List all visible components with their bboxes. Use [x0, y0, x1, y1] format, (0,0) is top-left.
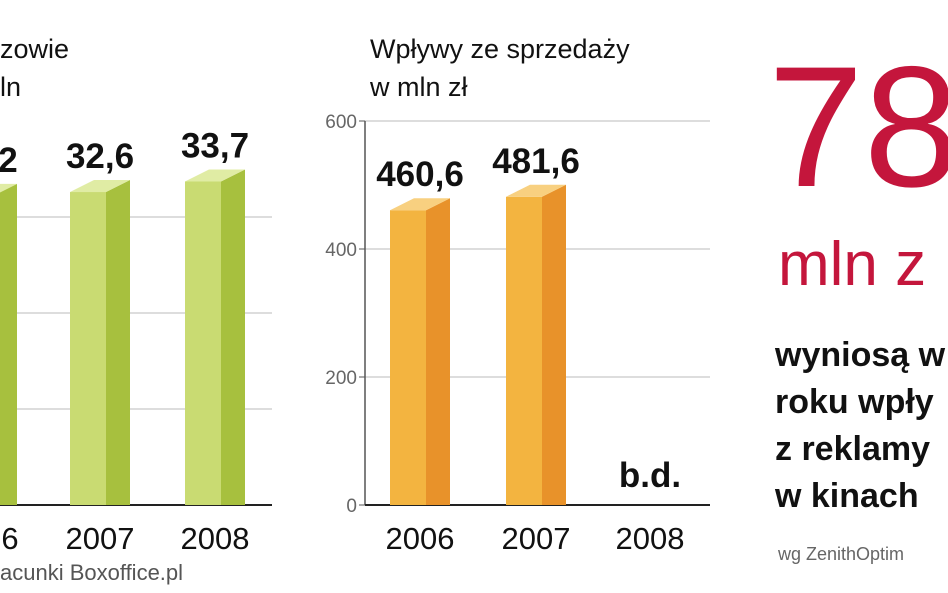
big-number: 78	[768, 31, 948, 223]
value-label: 32,6	[66, 137, 134, 176]
chart-title: zowie	[0, 34, 69, 64]
value-label: b.d.	[619, 456, 681, 495]
bar-top	[70, 180, 130, 193]
x-tick-label: 6	[1, 521, 18, 556]
bar-front	[506, 196, 542, 505]
x-tick-label: 2007	[66, 521, 135, 556]
x-tick-label: 2007	[502, 521, 571, 556]
side-line: wyniosą w	[774, 336, 946, 374]
side-line: roku wpły	[775, 383, 934, 421]
y-tick-label: 200	[325, 368, 357, 389]
value-label: 481,6	[492, 142, 580, 181]
source-note: acunki Boxoffice.pl	[0, 560, 183, 585]
bar-side	[542, 184, 566, 505]
bar-top	[506, 184, 566, 197]
y-tick-label: 400	[325, 240, 357, 261]
bar-side	[221, 169, 245, 506]
chart-title: ln	[0, 72, 21, 102]
x-tick-label: 2006	[386, 521, 455, 556]
bar-side	[0, 183, 17, 505]
value-label: 460,6	[376, 155, 464, 194]
x-tick-label: 2008	[616, 521, 685, 556]
bar-top	[0, 183, 17, 193]
y-tick-label: 600	[325, 112, 357, 133]
x-tick-label: 2008	[181, 521, 250, 556]
side-line: w kinach	[774, 477, 919, 515]
bar-front	[390, 210, 426, 505]
y-tick-label: 0	[346, 496, 357, 517]
side-line: z reklamy	[775, 430, 930, 468]
bar-side	[426, 198, 450, 505]
bar-top	[390, 198, 450, 211]
side-source: wg ZenithOptim	[777, 544, 904, 564]
bar-top	[185, 169, 245, 182]
bar-front	[185, 181, 221, 506]
big-unit: mln z	[778, 230, 926, 299]
value-label: 33,7	[181, 126, 249, 165]
bar-front	[70, 192, 106, 506]
value-label: 2	[0, 141, 18, 180]
bar-side	[106, 180, 130, 506]
chart-title: Wpływy ze sprzedaży	[370, 34, 630, 64]
chart-title: w mln zł	[369, 72, 468, 102]
